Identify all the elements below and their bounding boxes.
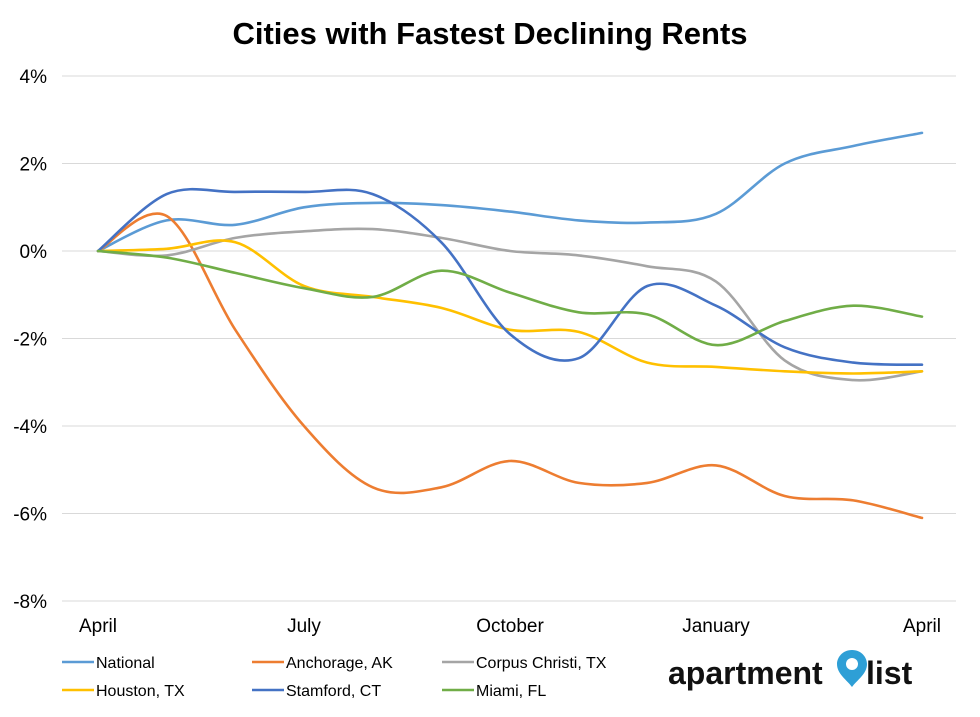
y-tick-label: -8% [13, 592, 47, 613]
series-line-1 [96, 212, 924, 520]
gridlines [62, 75, 956, 602]
x-tick-label: January [682, 616, 750, 637]
x-tick-label: April [903, 616, 941, 637]
y-tick-label: -2% [13, 330, 47, 351]
y-axis-tick-labels: 4% 2% 0% -2% -4% -6% -8% [13, 67, 47, 613]
x-tick-label: April [79, 616, 117, 637]
x-tick-label: July [287, 616, 321, 637]
y-tick-label: -6% [13, 505, 47, 526]
map-pin-icon [837, 650, 867, 687]
legend-label: Anchorage, AK [286, 655, 393, 672]
y-tick-label: 2% [20, 155, 48, 176]
legend-label: Miami, FL [476, 683, 546, 700]
series-line-5 [96, 249, 924, 347]
series-line-2 [96, 227, 924, 382]
series-line-3 [96, 239, 924, 375]
logo-text-left: apartment [668, 655, 823, 691]
y-tick-label: 4% [20, 67, 48, 88]
chart-title: Cities with Fastest Declining Rents [232, 16, 747, 51]
series-line-4 [96, 187, 924, 366]
legend-label: Stamford, CT [286, 683, 381, 700]
legend-label: National [96, 655, 155, 672]
legend: National Anchorage, AK Corpus Christi, TX H… [62, 655, 607, 700]
logo-text-right: list [866, 655, 913, 691]
legend-label: Houston, TX [96, 683, 185, 700]
apartment-list-logo: apartment list [668, 650, 913, 691]
x-axis-tick-labels: April July October January April [79, 616, 941, 637]
y-tick-label: 0% [20, 242, 48, 263]
legend-label: Corpus Christi, TX [476, 655, 607, 672]
series-lines [96, 131, 924, 520]
series-line-0 [96, 131, 924, 253]
x-tick-label: October [476, 616, 544, 637]
y-tick-label: -4% [13, 417, 47, 438]
